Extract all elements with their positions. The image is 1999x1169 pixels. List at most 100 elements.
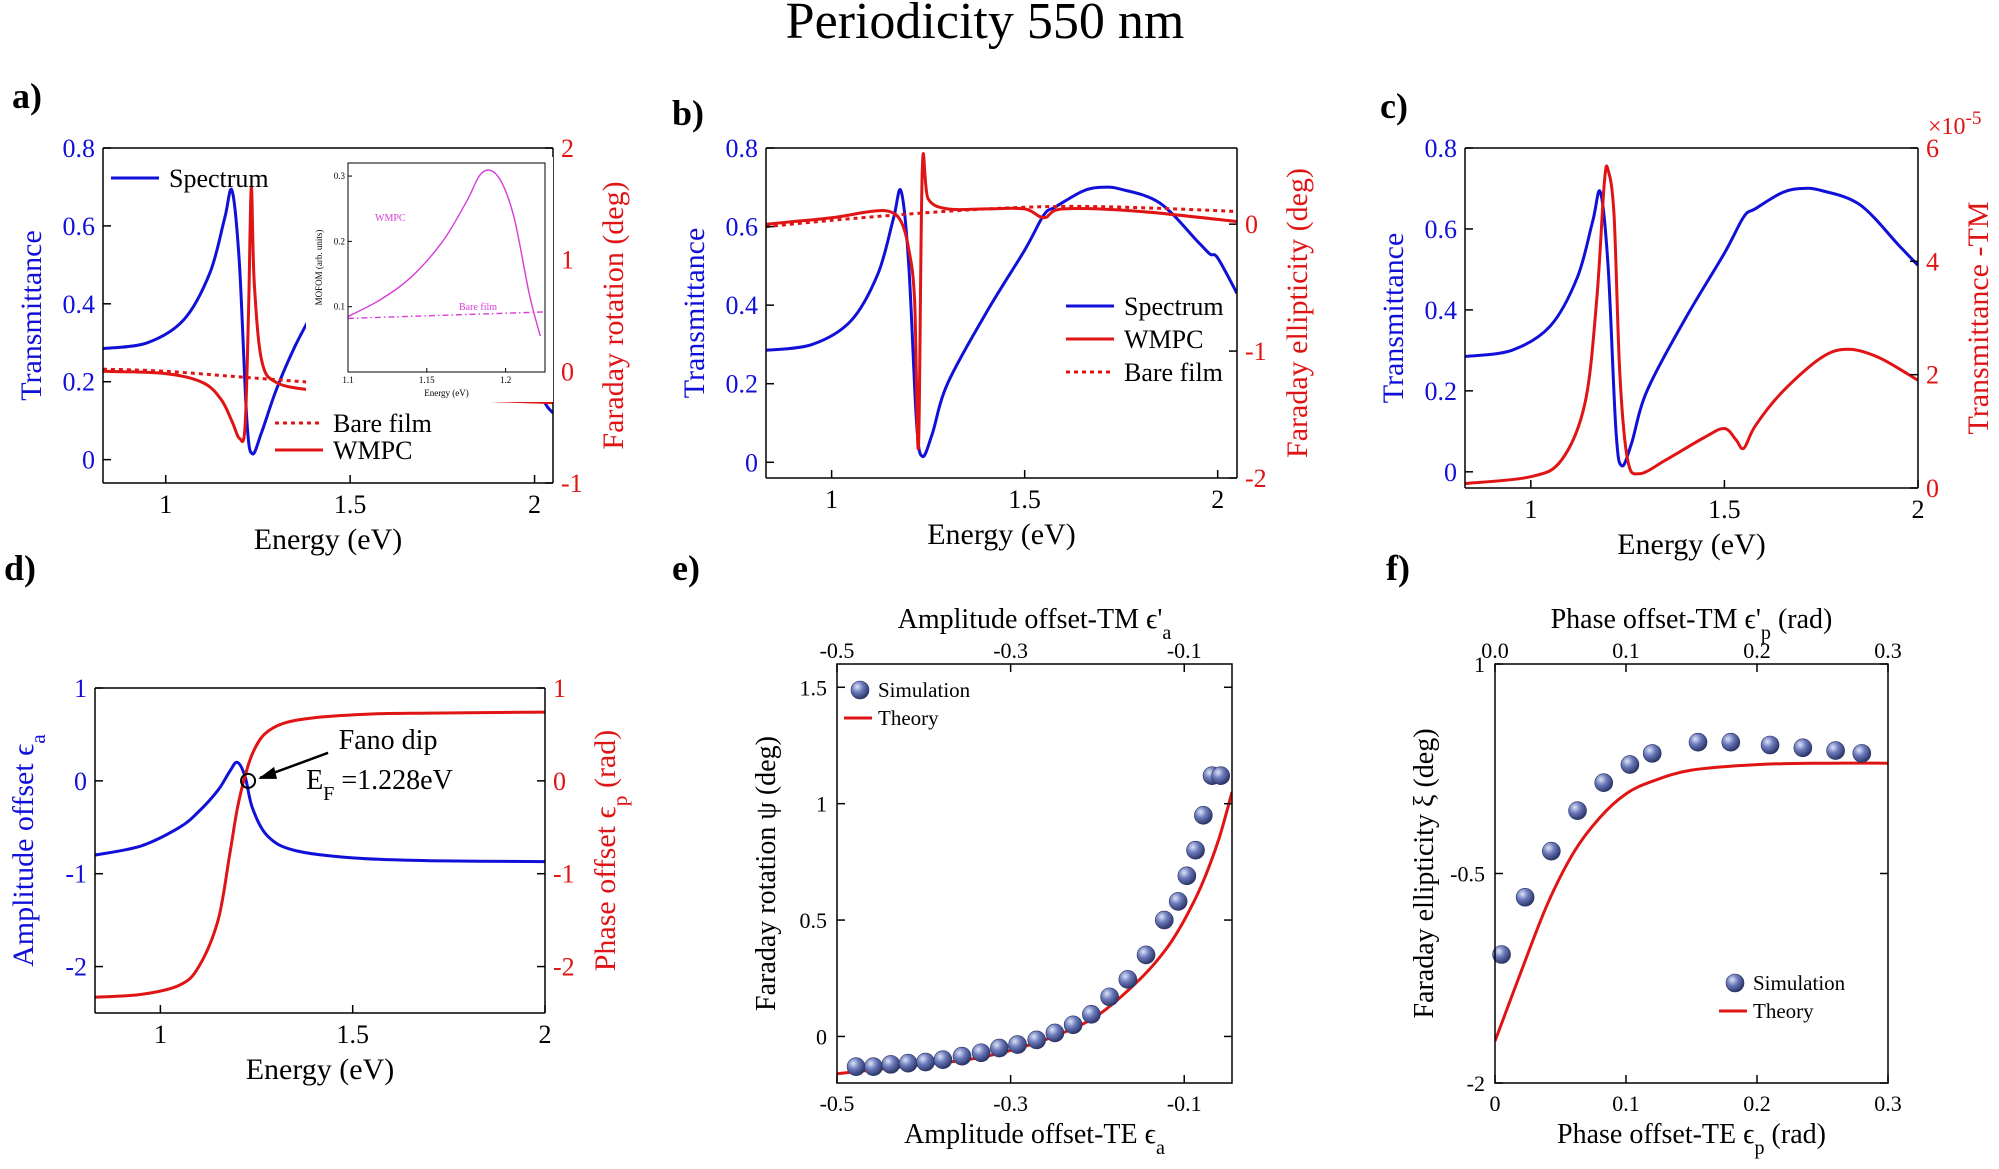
x-top-tick-label: 0.2	[1743, 638, 1771, 663]
inset-x-label: Energy (eV)	[424, 388, 469, 398]
inset-background	[306, 157, 553, 402]
y-right-tick-label: -2	[1245, 464, 1267, 493]
data-point-simulation	[1568, 801, 1587, 820]
data-point-simulation	[916, 1052, 935, 1072]
y-axis-label: Faraday rotation ψ (deg)	[751, 736, 782, 1011]
inset-line-wmpc	[347, 169, 541, 337]
y-left-tick-label: 0.6	[63, 212, 96, 241]
data-point-simulation	[898, 1053, 918, 1073]
data-point-simulation	[1594, 773, 1614, 793]
x-tick-label: 0	[1490, 1091, 1501, 1116]
y-right-tick-label: 6	[1926, 134, 1939, 163]
inset-y-tick-label: 0.3	[334, 171, 346, 181]
data-point-simulation	[933, 1050, 953, 1070]
annotation-title: Fano dip	[339, 725, 438, 756]
x-axis-label: Energy (eV)	[1617, 528, 1766, 561]
panel-label: d)	[4, 548, 36, 588]
y-right-tick-label: 4	[1926, 247, 1939, 276]
y-tick-label: -2	[1467, 1071, 1485, 1096]
inset-chart: 1.1 1.15 1.2 0.1 0.2 0.3 Energy (eV) MOFOM (arb…	[306, 157, 553, 402]
plot-frame	[836, 663, 1233, 1084]
y-left-tick-label: 0.2	[1425, 377, 1458, 406]
data-point-simulation	[1542, 841, 1561, 861]
y-right-tick-label: 2	[561, 134, 574, 163]
x-axis-label: Energy (eV)	[927, 518, 1076, 551]
y-left-tick-label: 0.2	[726, 370, 759, 399]
y-left-tick-label: 0.6	[1425, 215, 1458, 244]
x-top-tick-label: 0.1	[1612, 638, 1640, 663]
y-axis-label: Faraday ellipticity ξ (deg)	[1409, 728, 1440, 1018]
legend-marker-simulation	[850, 680, 870, 700]
inset-line-bare-film	[347, 311, 546, 320]
data-point-simulation	[1688, 732, 1708, 752]
x-top-axis-label: Phase offset-TM ϵ'p (rad)	[1551, 604, 1833, 644]
y-right-tick-label: -1	[561, 469, 583, 498]
x-tick-label: 2	[1912, 495, 1925, 524]
y-right-tick-label: 1	[561, 246, 574, 275]
y-right-axis-label: Faraday ellipticity (deg)	[1281, 168, 1314, 458]
x-tick-label: 0.1	[1612, 1091, 1640, 1116]
annotation-energy: EF =1.228eV	[306, 765, 453, 805]
y-tick-label: 0	[816, 1024, 827, 1049]
y-right-tick-label: -1	[553, 860, 575, 889]
y-right-multiplier: ×10-5	[1928, 108, 1982, 141]
chart-panel-2: b) 1 1.5 2 0 0.2 0.4 0.6 0.8 -2 -1 0 Energy (eV) Tran…	[672, 93, 1314, 551]
x-tick-label: 0.2	[1743, 1091, 1771, 1116]
y-right-axis-label: Faraday rotation (deg)	[597, 181, 630, 449]
inset-label-bare-film: Bare film	[459, 302, 497, 313]
legend-label: Simulation	[878, 678, 971, 702]
data-point-simulation	[864, 1057, 883, 1077]
series-line-theory	[1495, 761, 1888, 1042]
plot-frame	[1494, 663, 1889, 1084]
x-tick-label: 1.5	[336, 1020, 369, 1049]
series-line-curve-1	[95, 760, 545, 864]
x-tick-label: 1.5	[334, 490, 367, 519]
data-point-simulation	[1793, 738, 1813, 758]
series-line-bare-film	[766, 204, 1237, 229]
y-left-tick-label: 0	[74, 767, 87, 796]
data-point-simulation	[1826, 741, 1845, 760]
series-line-spectrum	[766, 185, 1237, 459]
y-right-axis-label: Phase offset ϵp (rad)	[589, 730, 632, 972]
inset-x-tick-label: 1.2	[500, 375, 511, 385]
legend-label: Theory	[1753, 999, 1814, 1023]
legend-label: Spectrum	[1124, 292, 1224, 321]
data-point-simulation	[1027, 1030, 1046, 1050]
data-point-simulation	[1852, 744, 1872, 763]
y-left-axis-label: Amplitude offset ϵa	[7, 734, 50, 967]
legend-label: WMPC	[1124, 325, 1203, 354]
y-left-axis-label: Transmittance	[1377, 233, 1410, 404]
x-axis-label: Energy (eV)	[254, 523, 403, 556]
data-point-simulation	[1620, 755, 1640, 774]
series-line-curve-1	[1465, 186, 1918, 468]
inset-y-label: MOFOM (arb. units)	[314, 230, 324, 306]
figure-title: Periodicity 550 nm	[786, 0, 1185, 50]
legend-marker-simulation	[1725, 973, 1745, 993]
chart-panel-1: a) 1 1.5 2 0 0.2 0.4 0.6 0.8 -1 0 1 2 Energy (eV) Tran…	[12, 76, 630, 556]
panel-label: a)	[12, 76, 42, 116]
x-tick-label: 2	[528, 490, 541, 519]
x-axis-label: Amplitude offset-TE ϵa	[904, 1119, 1165, 1159]
x-tick-label: -0.5	[820, 1091, 855, 1116]
inset-frame	[347, 162, 546, 373]
y-left-tick-label: 0.4	[726, 291, 759, 320]
y-right-tick-label: 1	[553, 674, 566, 703]
y-left-tick-label: 0.8	[63, 134, 96, 163]
x-top-tick-label: -0.1	[1167, 638, 1202, 663]
data-point-simulation	[881, 1055, 901, 1074]
x-tick-label: 1.5	[1708, 495, 1741, 524]
inset-label-wmpc: WMPC	[375, 213, 406, 224]
series-line-spectrum	[103, 187, 315, 456]
data-point-simulation	[971, 1043, 991, 1063]
data-point-simulation	[1760, 735, 1780, 755]
data-point-simulation	[1118, 970, 1138, 989]
data-point-simulation	[1008, 1035, 1027, 1054]
y-right-tick-label: 0	[1245, 210, 1258, 239]
y-right-tick-label: 0	[561, 357, 574, 386]
y-left-tick-label: 0	[82, 446, 95, 475]
data-point-simulation	[846, 1057, 866, 1077]
chart-panel-5: e) -0.5 -0.3 -0.1 -0.5 -0.3 -0.1 0 0.5 1 1.5 Amplit…	[672, 548, 1233, 1159]
data-point-simulation	[1194, 806, 1213, 825]
data-point-simulation	[1211, 766, 1231, 786]
